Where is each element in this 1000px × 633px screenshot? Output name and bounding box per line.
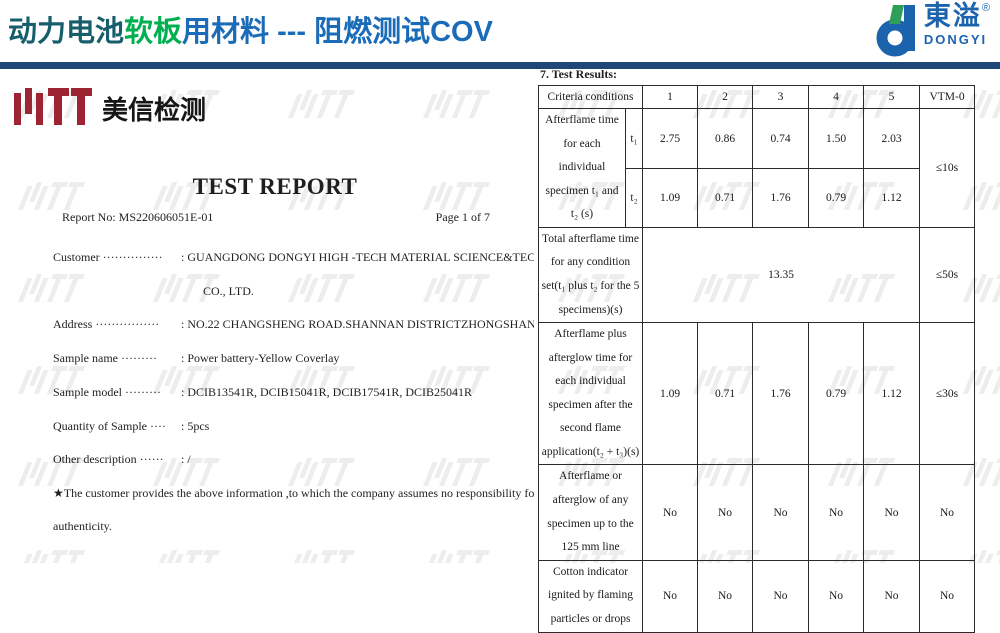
field-value: : NO.22 CHANGSHENG ROAD.SHANNAN DISTRICT… — [181, 317, 534, 331]
test-results-table: Criteria conditions 1 2 3 4 5 VTM-0 Afte… — [537, 85, 976, 633]
page-title-segment-dark: 动力电池 — [8, 16, 125, 48]
report-number: Report No: MS220606051E-01 — [62, 210, 214, 224]
row-label: Cotton indicator ignited by flaming part… — [537, 559, 644, 633]
test-results-table-wrap: Criteria conditions 1 2 3 4 5 VTM-0 Afte… — [537, 85, 976, 633]
disclaimer-line2: authenticity. — [53, 519, 112, 533]
table-row-afterflame-t1: Afterflame time for each individual spec… — [538, 107, 976, 228]
table-row-total-afterflame: Total afterflame time for any condition … — [537, 226, 976, 324]
value-cell: No — [863, 559, 921, 633]
brand-name-cn: 東溢 — [923, 1, 982, 31]
value-cell: No — [697, 559, 754, 633]
field-value: : Power battery-Yellow Coverlay — [181, 351, 340, 365]
value-cell: 0.71 — [697, 322, 754, 466]
criterion-cell: No — [919, 464, 976, 561]
table-row-cotton-indicator: Cotton indicator ignited by flaming part… — [537, 559, 976, 633]
header-cell: VTM-0 — [919, 85, 976, 109]
test-results-heading: 7. Test Results: — [540, 67, 618, 81]
field-label: Customer ··············· — [53, 250, 163, 264]
test-report-page: 美信检测 TEST REPORT Report No: MS220606051E… — [10, 70, 534, 563]
field-label: Sample name ········· — [53, 351, 157, 365]
value-cell-merged: 13.35 — [642, 226, 921, 324]
header-cell: 5 — [863, 85, 921, 109]
table-row-afterglow: Afterflame plus afterglow time for each … — [537, 322, 976, 466]
header-cell: 4 — [808, 85, 865, 109]
value-cell: 1.09 — [642, 322, 699, 466]
value-cell: 0.71 — [697, 168, 754, 228]
value-cell: 2.03 — [863, 107, 921, 170]
dongyi-logo: 東溢® DONGYI — [874, 3, 990, 62]
table-row-125mm-line: Afterflame or afterglow of any specimen … — [537, 464, 976, 561]
value-cell: No — [752, 559, 810, 633]
value-cell: No — [697, 464, 754, 561]
field-label: Quantity of Sample ···· — [53, 419, 166, 433]
value-cell: 1.50 — [808, 107, 865, 170]
field-row-quantity: Quantity of Sample ···· : 5pcs — [53, 419, 534, 434]
value-cell: 1.76 — [752, 322, 810, 466]
field-row-sample-model: Sample model ········· : DCIB13541R, DCI… — [53, 385, 534, 400]
mtt-lab-name: 美信检测 — [102, 95, 207, 125]
value-cell: No — [642, 559, 699, 633]
report-title: TEST REPORT — [192, 174, 358, 199]
row-label: Afterflame time for each individual spec… — [538, 108, 626, 228]
field-value: CO., LTD. — [203, 284, 254, 298]
field-value: : / — [181, 452, 191, 466]
brand-name-en: DONGYI — [923, 32, 988, 47]
value-cell: No — [808, 559, 865, 633]
header-cell: 2 — [697, 85, 754, 109]
report-meta-row: Report No: MS220606051E-01 Page 1 of 7 — [62, 210, 490, 225]
row-label: Afterflame plus afterglow time for each … — [537, 322, 644, 466]
page-title: 动力电池软板用材料 --- 阻燃测试COV — [8, 8, 493, 50]
title-underline-bar — [0, 62, 1000, 69]
value-cell: 1.12 — [863, 168, 921, 228]
criterion-cell: No — [919, 559, 976, 633]
field-row-other-description: Other description ······ : / — [53, 452, 534, 467]
field-label: Sample model ········· — [53, 385, 161, 399]
field-label: Other description ······ — [53, 452, 164, 466]
value-cell: 2.75 — [642, 107, 699, 170]
value-cell: 0.79 — [808, 322, 865, 466]
header-cell: Criteria conditions — [537, 85, 644, 109]
table-header-row: Criteria conditions 1 2 3 4 5 VTM-0 — [537, 85, 976, 109]
value-cell: 0.86 — [697, 107, 754, 170]
value-cell: 0.79 — [808, 168, 865, 228]
value-cell: No — [642, 464, 699, 561]
header-cell: 1 — [642, 85, 699, 109]
criterion-cell: ≤50s — [919, 226, 976, 324]
header-cell: 3 — [752, 85, 810, 109]
row-label: Total afterflame time for any condition … — [537, 226, 644, 324]
field-value: : GUANGDONG DONGYI HIGH -TECH MATERIAL S… — [181, 250, 534, 264]
field-row-sample-name: Sample name ········· : Power battery-Ye… — [53, 351, 534, 366]
criterion-cell: ≤30s — [919, 322, 976, 466]
disclaimer-line1: ★The customer provides the above informa… — [53, 486, 534, 500]
field-value: : DCIB13541R, DCIB15041R, DCIB17541R, DC… — [181, 385, 473, 399]
mtt-logo-icon — [14, 85, 94, 132]
page-indicator: Page 1 of 7 — [435, 210, 490, 224]
field-label: Address ················ — [53, 317, 160, 331]
page-title-segment-green: 软板 — [124, 16, 183, 48]
criterion-cell: ≤10s — [919, 108, 976, 228]
sub-row-label: t₂ — [624, 168, 644, 228]
mtt-lab-logo: 美信检测 — [14, 85, 206, 132]
dongyi-logo-icon — [874, 3, 920, 62]
page-title-segment-blue: 用材料 --- 阻燃测试COV — [182, 16, 493, 48]
value-cell: No — [808, 464, 865, 561]
value-cell: 1.12 — [863, 322, 921, 466]
field-row-customer: Customer ··············· : GUANGDONG DON… — [53, 250, 534, 265]
field-row-address: Address ················ : NO.22 CHANGSH… — [53, 317, 534, 332]
registered-mark: ® — [981, 2, 990, 14]
value-cell: 1.09 — [642, 168, 699, 228]
sub-row-label: t₁ — [624, 107, 644, 170]
value-cell: 0.74 — [752, 107, 810, 170]
value-cell: No — [752, 464, 810, 561]
field-value: : 5pcs — [181, 419, 210, 433]
row-label: Afterflame or afterglow of any specimen … — [537, 464, 644, 561]
value-cell: 1.76 — [752, 168, 810, 228]
value-cell: No — [863, 464, 921, 561]
